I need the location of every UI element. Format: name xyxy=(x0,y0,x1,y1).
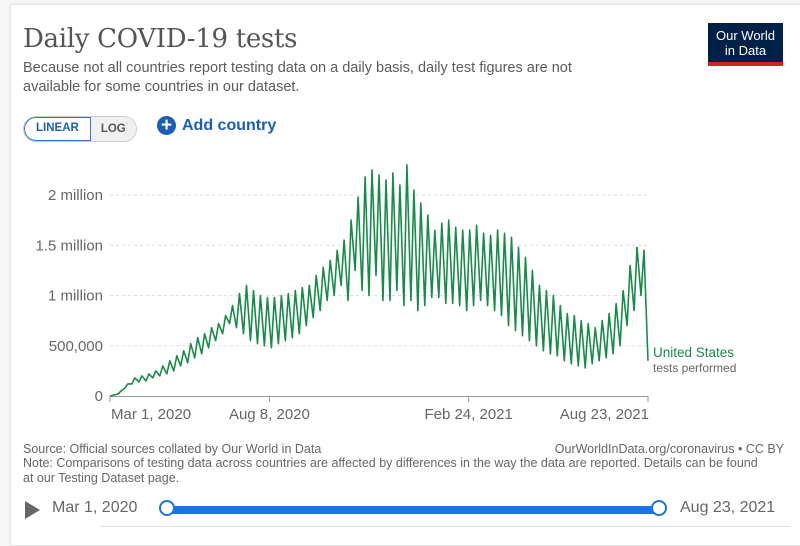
logo-line-2: in Data xyxy=(724,43,767,58)
x-tick-label: Feb 24, 2021 xyxy=(424,406,512,423)
x-tick-label: Aug 8, 2020 xyxy=(229,406,310,423)
bottom-tab-strip xyxy=(100,526,790,533)
footer-note: Note: Comparisons of testing data across… xyxy=(23,456,758,485)
linear-scale-button[interactable]: LINEAR xyxy=(24,117,91,141)
add-country-label: Add country xyxy=(182,116,277,134)
add-country-button[interactable]: + Add country xyxy=(157,116,276,135)
x-tick-label: Mar 1, 2020 xyxy=(111,406,191,423)
footer-source: Source: Official sources collated by Our… xyxy=(23,442,322,456)
x-axis: Mar 1, 2020 Aug 8, 2020 Feb 24, 2021 Aug 23… xyxy=(109,396,649,423)
y-tick-label: 2 million xyxy=(48,187,103,204)
x-tick-label: Aug 23, 2021 xyxy=(560,406,649,423)
log-scale-button[interactable]: LOG xyxy=(90,117,136,141)
play-icon[interactable] xyxy=(25,501,40,519)
series-line-united-states[interactable] xyxy=(109,164,649,397)
y-tick-label: 1 million xyxy=(48,288,103,305)
series-label-united-states[interactable]: United States xyxy=(653,345,734,360)
timeline-range-track[interactable] xyxy=(167,506,659,514)
logo-line-1: Our World xyxy=(716,28,775,43)
y-tick-label: 500,000 xyxy=(49,338,103,355)
timeline-start-label: Mar 1, 2020 xyxy=(52,499,138,516)
timeline-end-handle[interactable] xyxy=(651,500,667,516)
y-axis: 0 500,000 1 million 1.5 million 2 million xyxy=(35,187,103,405)
y-tick-label: 1.5 million xyxy=(35,237,103,254)
plus-circle-icon: + xyxy=(157,116,176,135)
chart-title: Daily COVID-19 tests xyxy=(23,24,298,54)
footer-url-link[interactable]: OurWorldInData.org/coronavirus • CC BY xyxy=(554,442,784,456)
timeline-start-handle[interactable] xyxy=(159,500,175,516)
chart-subtitle: Because not all countries report testing… xyxy=(23,60,572,95)
line-chart: 0 500,000 1 million 1.5 million 2 million Ma… xyxy=(35,164,736,423)
timeline-end-label: Aug 23, 2021 xyxy=(680,499,776,516)
y-tick-label: 0 xyxy=(95,388,103,405)
series-layer xyxy=(109,164,649,397)
series-sublabel: tests performed xyxy=(653,361,736,375)
timeline: Mar 1, 2020 Aug 23, 2021 xyxy=(22,498,792,522)
owid-logo[interactable]: Our World in Data xyxy=(708,23,783,66)
scale-toggle: LINEAR LOG xyxy=(23,116,137,142)
